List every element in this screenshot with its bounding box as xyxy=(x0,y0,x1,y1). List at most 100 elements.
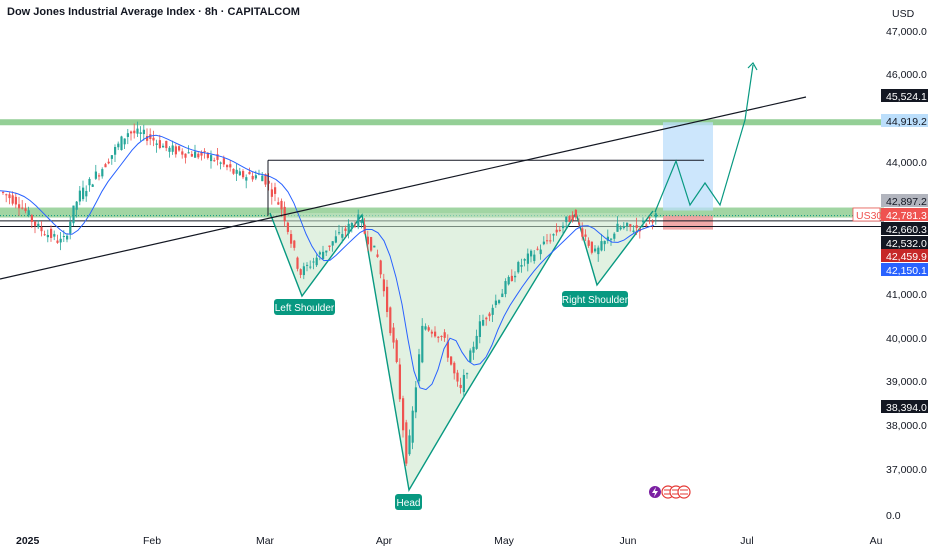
candle-body xyxy=(456,372,459,382)
x-tick-label: Apr xyxy=(376,535,393,547)
candle-body xyxy=(469,350,472,363)
y-tick-label: 39,000.0 xyxy=(886,376,927,388)
candle-body xyxy=(165,140,168,149)
candle xyxy=(363,218,366,235)
candle xyxy=(478,314,481,344)
candle-body xyxy=(107,161,110,164)
candle-body xyxy=(85,190,88,197)
candle xyxy=(542,236,545,246)
candle xyxy=(197,150,200,160)
price-badge-bg xyxy=(881,400,928,413)
candle-body xyxy=(34,221,37,226)
candle xyxy=(286,221,289,235)
candle-body xyxy=(411,410,414,443)
candle xyxy=(75,200,78,218)
candle-body xyxy=(418,354,421,382)
candle-body xyxy=(238,171,241,176)
candle-body xyxy=(21,207,24,209)
candle xyxy=(318,250,321,261)
price-badge-text: 42,660.3 xyxy=(886,224,927,236)
candle xyxy=(565,216,568,229)
candle xyxy=(11,191,14,206)
candle xyxy=(546,233,549,245)
candle xyxy=(392,322,395,349)
candle-body xyxy=(494,300,497,306)
candle-body xyxy=(302,266,305,276)
candle xyxy=(562,222,565,236)
candle-body xyxy=(398,364,401,400)
candle xyxy=(85,185,88,202)
x-tick-label: Jul xyxy=(740,535,753,547)
candle-body xyxy=(389,307,392,334)
candle-body xyxy=(98,175,101,177)
candle xyxy=(443,329,446,342)
candle-body xyxy=(27,210,30,216)
candle-body xyxy=(312,261,315,263)
candle xyxy=(594,245,597,253)
candle xyxy=(437,336,440,343)
candle-body xyxy=(296,257,299,269)
candle-body xyxy=(450,356,453,365)
candle-body xyxy=(645,224,648,226)
candle-body xyxy=(360,221,363,223)
candle xyxy=(34,221,37,234)
us-flag-icon xyxy=(677,485,691,499)
candle xyxy=(322,245,325,260)
lightning-icon-glyph xyxy=(652,487,658,497)
candle xyxy=(488,311,491,322)
candle xyxy=(78,186,81,206)
candle xyxy=(91,183,94,188)
candle xyxy=(469,348,472,363)
candle-body xyxy=(248,171,251,175)
candle-body xyxy=(78,190,81,202)
candle-body xyxy=(88,178,91,186)
candle xyxy=(238,167,241,176)
candle-body xyxy=(341,234,344,238)
candle-body xyxy=(139,132,142,134)
candle-body xyxy=(526,253,529,264)
candle-body xyxy=(533,254,536,262)
right-shoulder-label-text: Right Shoulder xyxy=(562,295,629,306)
candle xyxy=(501,288,504,298)
candle-body xyxy=(190,153,193,157)
candle-body xyxy=(200,152,203,156)
candle xyxy=(24,203,27,214)
candle xyxy=(216,148,219,166)
candle xyxy=(133,123,136,139)
candle xyxy=(27,206,30,218)
candle-body xyxy=(267,180,270,184)
candle-body xyxy=(219,162,222,164)
candle xyxy=(450,356,453,366)
price-badge-bg xyxy=(881,222,928,235)
candle-body xyxy=(549,240,552,242)
price-badge-bg xyxy=(881,194,928,207)
candle xyxy=(334,230,337,244)
candle xyxy=(219,161,222,170)
candle-body xyxy=(142,129,145,135)
candle xyxy=(155,139,158,153)
candle xyxy=(270,182,273,205)
candle xyxy=(242,169,245,180)
candle-body xyxy=(626,222,629,227)
candle xyxy=(386,279,389,318)
candle-body xyxy=(600,241,603,251)
candle-body xyxy=(210,155,213,162)
candle-body xyxy=(590,241,593,253)
candle xyxy=(357,209,360,230)
x-tick-label: Feb xyxy=(143,535,161,547)
candle-body xyxy=(501,293,504,298)
price-badge: 42,532.0 xyxy=(881,236,928,250)
candle-body xyxy=(414,387,417,413)
candle-body xyxy=(478,321,481,337)
projection-path xyxy=(654,64,754,213)
candle-body xyxy=(347,223,350,234)
candle xyxy=(526,248,529,272)
candle-body xyxy=(229,164,232,168)
candle-body xyxy=(475,335,478,349)
candle-body xyxy=(226,165,229,168)
candle xyxy=(69,216,72,240)
candle xyxy=(472,341,475,360)
candle-body xyxy=(62,236,65,238)
right-shoulder-label: Right Shoulder xyxy=(562,291,629,307)
